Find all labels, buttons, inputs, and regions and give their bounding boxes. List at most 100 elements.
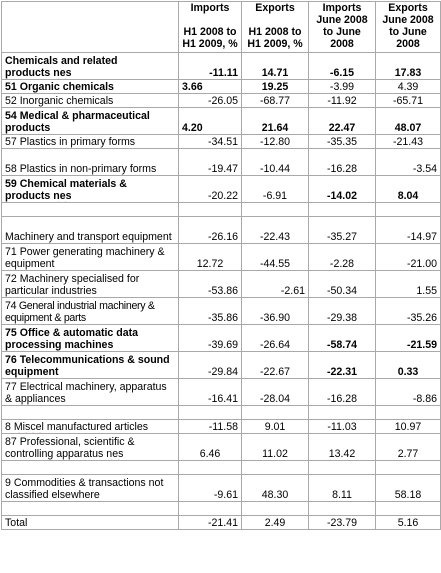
table-row: 9 Commodities & transactions not classif… [1,474,441,502]
row-label: 54 Medical & pharmaceutical products [1,107,179,135]
empty-cell [308,460,376,475]
empty-cell [375,501,441,516]
header-label-cell [1,1,179,53]
row-label: 58 Plastics in non-primary forms [1,148,179,176]
cell-imports-h1: -34.51 [178,134,242,149]
row-label: 8 Miscel manufactured articles [1,419,179,434]
table-row: 74 General industrial machinery & equipm… [1,297,441,325]
cell-exports-h1: -36.90 [241,297,309,325]
cell-imports-h1: -21.41 [178,515,242,530]
table-row: 52 Inorganic chemicals -26.05 -68.77 -11… [1,93,441,108]
header-line: to June [323,26,361,38]
cell-imports-june: -35.27 [308,216,376,244]
cell-imports-h1: -53.86 [178,270,242,298]
cell-imports-june: -29.38 [308,297,376,325]
cell-exports-june: 2.77 [375,433,441,461]
cell-exports-h1: -12.80 [241,134,309,149]
empty-cell [178,405,242,420]
header-line: Imports [322,2,362,15]
table-row: 54 Medical & pharmaceutical products 4.2… [1,107,441,135]
table-row: 76 Telecommunications & sound equipment … [1,351,441,379]
row-label: 9 Commodities & transactions not classif… [1,474,179,502]
cell-exports-h1: -2.61 [241,270,309,298]
cell-exports-h1: 14.71 [241,52,309,80]
empty-cell [375,202,441,217]
cell-exports-h1: 19.25 [241,79,309,94]
row-label: Chemicals and related products nes [1,52,179,80]
row-label: 52 Inorganic chemicals [1,93,179,108]
cell-exports-h1: -44.55 [241,243,309,271]
cell-exports-june: -8.86 [375,378,441,406]
empty-cell [308,501,376,516]
cell-imports-june: -2.28 [308,243,376,271]
cell-exports-june: 48.07 [375,107,441,135]
cell-imports-june: -6.15 [308,52,376,80]
cell-exports-june: -35.26 [375,297,441,325]
trade-table: Imports H1 2008 to H1 2009, % Exports H1… [1,1,441,530]
cell-imports-june: -11.03 [308,419,376,434]
cell-exports-june: 8.04 [375,175,441,203]
cell-imports-h1: 6.46 [178,433,242,461]
cell-exports-june: 4.39 [375,79,441,94]
header-line: 2008 [330,38,354,50]
cell-exports-june: -21.59 [375,324,441,352]
spacer-row [1,501,441,516]
cell-imports-june: -23.79 [308,515,376,530]
spacer-row [1,460,441,475]
header-imports-june: Imports June 2008 to June 2008 [308,1,376,53]
cell-imports-june: -11.92 [308,93,376,108]
empty-cell [308,405,376,420]
cell-imports-h1: -26.16 [178,216,242,244]
table-row: 51 Organic chemicals 3.66 19.25 -3.99 4.… [1,79,441,94]
row-label: Machinery and transport equipment [1,216,179,244]
header-line: June 2008 [382,14,434,26]
row-label: 71 Power generating machinery & equipmen… [1,243,179,271]
row-label: 59 Chemical materials & products nes [1,175,179,203]
cell-exports-h1: 11.02 [241,433,309,461]
cell-exports-june: 1.55 [375,270,441,298]
empty-cell [241,460,309,475]
cell-imports-h1: 12.72 [178,243,242,271]
table-row: Chemicals and related products nes -11.11… [1,52,441,80]
cell-exports-h1: -68.77 [241,93,309,108]
header-line: H1 2008 to [183,26,237,38]
cell-imports-h1: -35.86 [178,297,242,325]
cell-exports-june: 5.16 [375,515,441,530]
cell-imports-h1: 3.66 [178,79,242,94]
table-row: 59 Chemical materials & products nes -20.… [1,175,441,203]
table-row: 75 Office & automatic data processing ma… [1,324,441,352]
empty-cell [241,501,309,516]
cell-exports-h1: 2.49 [241,515,309,530]
cell-imports-h1: -20.22 [178,175,242,203]
table-row: 58 Plastics in non-primary forms -19.47 … [1,148,441,176]
empty-cell [375,405,441,420]
cell-exports-june: 0.33 [375,351,441,379]
cell-imports-june: 8.11 [308,474,376,502]
header-line: Exports [255,2,295,15]
cell-exports-june: -21.43 [375,134,441,149]
header-line: Exports [388,2,428,15]
header-line: H1 2008 to [248,26,302,38]
header-line: Imports [190,2,230,15]
cell-exports-june: 10.97 [375,419,441,434]
empty-cell [241,405,309,420]
row-label: 77 Electrical machinery, apparatus & app… [1,378,179,406]
cell-imports-h1: -11.58 [178,419,242,434]
table-row: 71 Power generating machinery & equipmen… [1,243,441,271]
cell-imports-h1: -9.61 [178,474,242,502]
cell-imports-june: -22.31 [308,351,376,379]
cell-exports-h1: -6.91 [241,175,309,203]
cell-imports-june: 13.42 [308,433,376,461]
table-row: Machinery and transport equipment -26.16… [1,216,441,244]
table-row-total: Total -21.41 2.49 -23.79 5.16 [1,515,441,530]
header-line [245,14,305,26]
cell-imports-june: -16.28 [308,148,376,176]
cell-imports-june: -50.34 [308,270,376,298]
empty-cell [178,202,242,217]
empty-cell [1,501,179,516]
empty-cell [241,202,309,217]
table-row: 77 Electrical machinery, apparatus & app… [1,378,441,406]
cell-exports-h1: -26.64 [241,324,309,352]
table-row: 72 Machinery specialised for particular … [1,270,441,298]
header-row: Imports H1 2008 to H1 2009, % Exports H1… [1,1,441,53]
